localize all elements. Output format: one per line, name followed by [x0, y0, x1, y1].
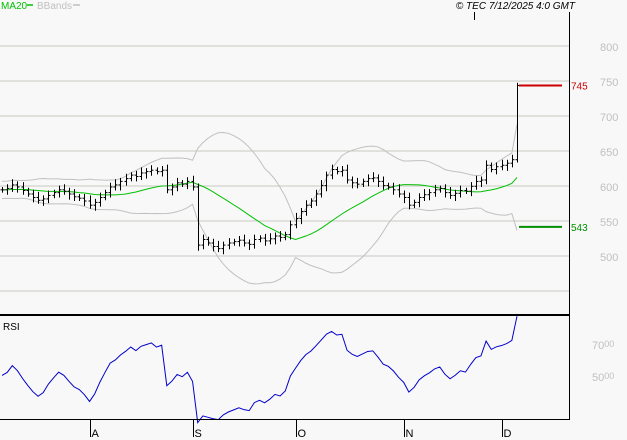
last-price-label: 745 — [571, 82, 588, 93]
bband-lower — [1, 197, 518, 285]
y-tick-label: 750 — [600, 77, 618, 89]
y-tick-label: 650 — [600, 147, 618, 159]
legend-bbands: BBands — [37, 1, 72, 12]
rsi-panel: 7000 5000 — [1, 316, 614, 424]
rsi-line — [1, 316, 518, 424]
low-marker-label: 543 — [571, 223, 588, 234]
y-tick-label: 700 — [600, 112, 618, 124]
y-tick-label: 500 — [600, 252, 618, 264]
y-tick-label: 550 — [600, 217, 618, 229]
price-axis-labels: 800 750 700 650 600 550 500 — [600, 42, 618, 264]
price-markers: 745 543 — [519, 82, 588, 234]
month-label: S — [195, 428, 202, 440]
month-label: D — [504, 428, 512, 440]
price-grid — [0, 45, 569, 292]
y-tick-label: 600 — [600, 182, 618, 194]
month-label: O — [298, 428, 307, 440]
ma20-line — [1, 177, 518, 240]
bollinger-bands — [1, 124, 518, 285]
rsi-tick-label: 7000 — [592, 339, 614, 352]
ma20 — [1, 177, 518, 240]
rsi-label: RSI — [3, 322, 20, 333]
y-tick-label: 800 — [600, 42, 618, 54]
month-label: A — [92, 428, 100, 440]
price-bars — [0, 82, 520, 255]
rsi-tick-label: 5000 — [592, 371, 614, 384]
copyright-timestamp: © TEC 7/12/2025 4:0 GMT — [456, 1, 576, 12]
legend-ma20: MA20 — [1, 1, 28, 12]
bband-upper — [1, 124, 518, 223]
month-label: N — [406, 428, 414, 440]
